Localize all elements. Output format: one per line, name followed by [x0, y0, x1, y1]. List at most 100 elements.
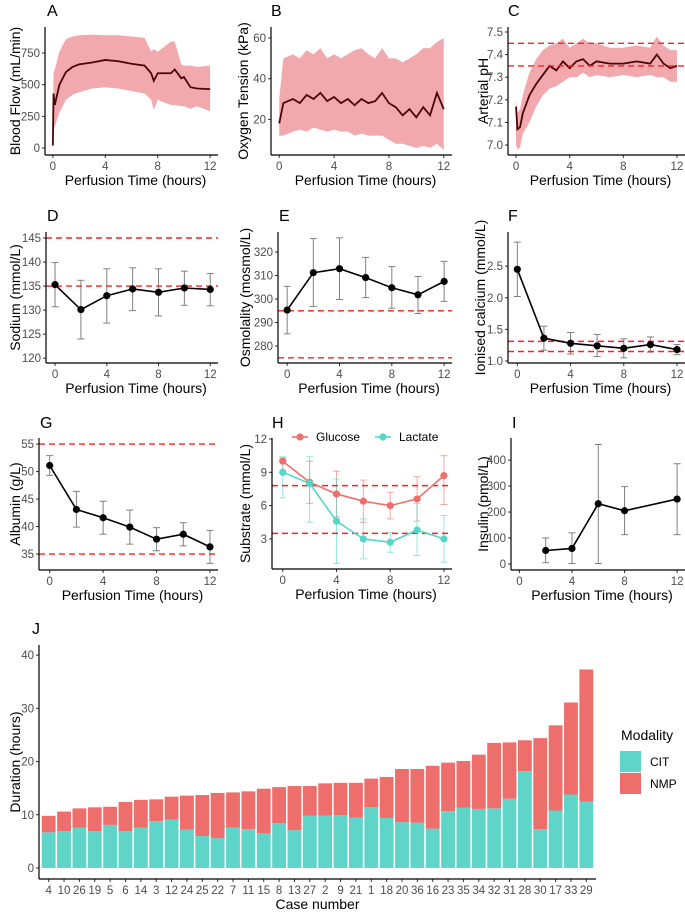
x-tick-label: 30 — [534, 885, 547, 897]
y-axis-title: Ionised calcium (mmol/L) — [472, 220, 488, 376]
x-tick-label: 29 — [580, 885, 593, 897]
confidence-band — [279, 37, 444, 150]
panel-letter: I — [512, 415, 516, 432]
bar-nmp — [456, 761, 471, 808]
x-tick-label: 4 — [333, 575, 340, 587]
confidence-band — [52, 34, 211, 149]
x-tick-label: 20 — [396, 885, 409, 897]
x-tick-label: 8 — [155, 161, 161, 173]
x-tick-label: 4 — [569, 576, 576, 588]
panel-letter: G — [40, 415, 52, 432]
y-tick-label: 9 — [261, 467, 267, 479]
x-tick-label: 8 — [387, 575, 393, 587]
data-point — [542, 546, 550, 555]
data-point — [566, 339, 575, 347]
x-tick-label: 12 — [204, 161, 217, 173]
x-tick-label: 8 — [621, 369, 627, 381]
bar-cit — [87, 831, 102, 868]
x-tick-label: 0 — [514, 369, 520, 381]
x-tick-label: 36 — [411, 885, 424, 897]
data-point — [309, 269, 317, 277]
x-tick-label: 18 — [380, 885, 393, 897]
bar-cit — [210, 838, 225, 868]
data-point — [646, 340, 654, 349]
bar-nmp — [287, 786, 302, 831]
y-tick-label: 130 — [22, 305, 41, 317]
bar-cit — [441, 811, 455, 868]
x-axis-title: Perfusion Time (hours) — [531, 587, 673, 603]
y-axis-title: Substrate (mmol/L) — [237, 444, 253, 563]
bar-cit — [487, 808, 502, 868]
data-point — [513, 265, 521, 273]
data-point — [594, 500, 602, 508]
data-point — [359, 535, 367, 543]
bar-nmp — [318, 783, 333, 816]
data-point — [77, 306, 85, 314]
bar-cit — [364, 807, 379, 868]
x-tick-label: 14 — [134, 885, 147, 897]
bar-cit — [502, 798, 517, 868]
data-point — [332, 517, 341, 525]
data-point — [332, 490, 341, 498]
y-tick-label: 2.5 — [487, 261, 503, 273]
x-tick-label: 34 — [472, 885, 485, 897]
y-tick-label: 250 — [21, 111, 40, 123]
data-point — [72, 505, 81, 514]
x-tick-label: 0 — [516, 576, 522, 588]
y-axis-title: Arterial pH — [475, 58, 491, 124]
x-axis-title: Case number — [275, 896, 359, 912]
x-tick-label: 4 — [102, 161, 109, 173]
data-point — [440, 472, 448, 480]
panel-c: C 0 4 8 12 7.0 7.1 7.2 7.3 7.4 7.5 Perfusion Time (… — [475, 3, 685, 188]
data-point — [206, 543, 214, 551]
x-tick-label: 4 — [336, 369, 343, 381]
bar-cit — [57, 831, 71, 868]
bar-cit — [180, 829, 194, 868]
x-tick-label: 4 — [100, 576, 107, 588]
bar-nmp — [103, 806, 118, 825]
bar-nmp — [333, 782, 348, 816]
data-point — [154, 288, 163, 296]
mean-line — [51, 59, 211, 146]
bar-nmp — [226, 792, 240, 828]
y-tick-label: 1.0 — [487, 356, 503, 368]
bar-cit — [226, 827, 240, 868]
x-tick-label: 0 — [50, 161, 56, 173]
bar-cit — [564, 794, 578, 868]
data-point — [306, 479, 314, 488]
bar-cit — [256, 833, 271, 868]
y-axis-title: Duration (hours) — [7, 711, 23, 812]
panel-letter: A — [47, 3, 58, 20]
bar-cit — [118, 831, 133, 868]
y-tick-label: 750 — [21, 48, 40, 60]
x-tick-label: 8 — [155, 369, 161, 381]
panel-f: F 0 4 8 12 1.0 1.5 2.0 2.5 Perfusion Time (hours)… — [472, 208, 685, 396]
x-tick-label: 27 — [303, 885, 316, 897]
bar-cit — [579, 801, 594, 868]
x-tick-label: 23 — [442, 885, 455, 897]
x-axis-title: Perfusion Time (hours) — [65, 172, 207, 188]
bar-nmp — [441, 762, 455, 812]
bar-cit — [348, 817, 363, 868]
panel-a: A 0 4 8 12 0 250 500 750 Perfusion Time (hours) Bl… — [7, 3, 218, 188]
x-tick-label: 4 — [567, 369, 574, 381]
x-tick-label: 8 — [620, 161, 626, 173]
panel-letter: F — [508, 208, 518, 225]
x-tick-label: 35 — [457, 885, 470, 897]
bar-nmp — [517, 740, 532, 772]
bar-cit — [302, 815, 317, 868]
panel-b: B 0 4 8 12 20 40 60 Perfusion Time (hours) Oxygen… — [235, 3, 452, 188]
data-point — [180, 284, 188, 292]
legend-label: CIT — [650, 755, 670, 769]
data-point — [335, 265, 344, 273]
bar-nmp — [348, 782, 363, 818]
y-tick-label: 7.1 — [487, 117, 503, 129]
bar-nmp — [579, 669, 594, 802]
data-point — [46, 461, 54, 470]
bar-nmp — [379, 776, 394, 818]
y-tick-label: 135 — [22, 281, 41, 293]
x-tick-label: 28 — [518, 885, 531, 897]
bar-nmp — [195, 795, 210, 837]
y-tick-label: 40 — [21, 650, 34, 662]
bar-nmp — [502, 742, 517, 799]
